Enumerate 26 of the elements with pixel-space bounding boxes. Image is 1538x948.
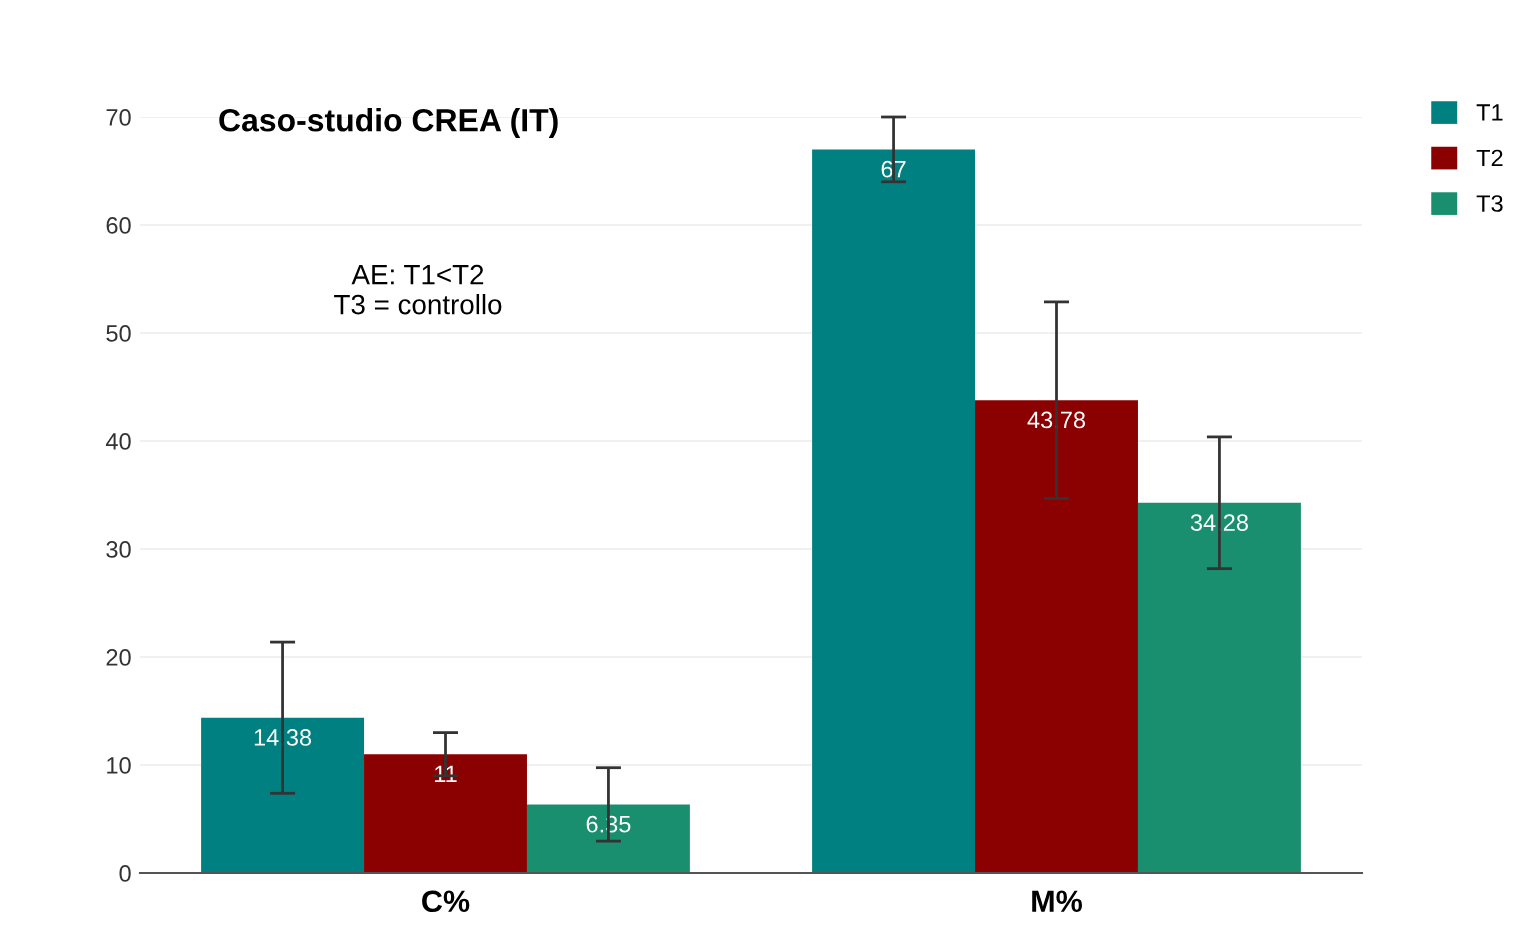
data-label: 34.28 (1190, 514, 1248, 531)
bar (201, 717, 365, 873)
x-tick-label: M% (1032, 890, 1083, 913)
bar (975, 400, 1138, 873)
legend-label: T1 (1476, 104, 1503, 121)
y-tick-label: 10 (107, 757, 131, 774)
bar (812, 149, 976, 873)
bar (1137, 502, 1301, 873)
y-tick-label: 30 (106, 541, 131, 558)
y-tick-label: 20 (106, 649, 131, 666)
y-tick-label: 60 (106, 217, 131, 234)
data-label: 43.78 (1027, 411, 1086, 429)
bar (526, 804, 690, 873)
y-tick-label: 0 (119, 865, 131, 882)
y-tick-label: 70 (106, 109, 131, 126)
y-tick-label: 40 (105, 433, 131, 450)
legend-label: T3 (1476, 195, 1503, 212)
y-tick-label: 50 (106, 325, 131, 342)
bar (364, 754, 527, 873)
data-label: 67 (881, 160, 906, 178)
annotation: AE: T1<T2 T3 = controllo (334, 264, 502, 315)
data-label: 6.35 (586, 815, 631, 833)
legend-label: T2 (1476, 149, 1503, 167)
data-label: 14.38 (254, 729, 312, 746)
x-tick-label: C% (422, 890, 470, 913)
chart-title: Caso-studio CREA (IT) (219, 108, 558, 138)
